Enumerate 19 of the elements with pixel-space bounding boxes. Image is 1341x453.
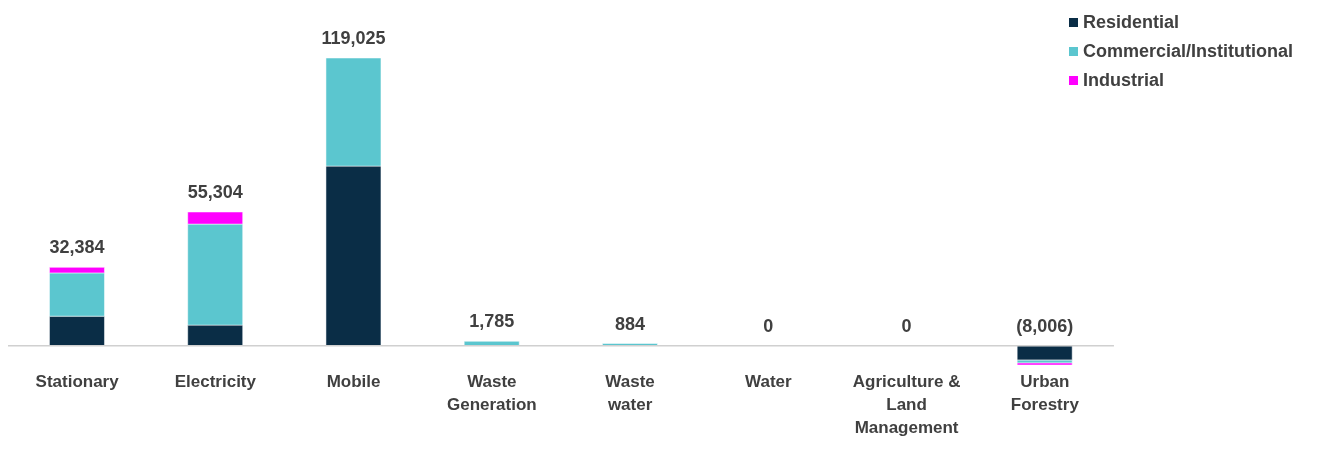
legend-label: Residential	[1082, 11, 1179, 34]
x-tick-label: Urban Forestry	[1010, 372, 1080, 414]
annotation: 32,384	[49, 237, 105, 258]
annotation: 119,025	[321, 28, 386, 48]
x-tick-label: Electricity	[174, 372, 257, 391]
annotation: 1,785	[469, 311, 515, 332]
annotation: (8,006)	[1016, 315, 1074, 336]
annotation: 0	[763, 315, 774, 336]
x-tick-label: Stationary	[35, 372, 120, 391]
x-tick-label: Agriculture & Land Management	[852, 372, 961, 437]
legend-label: Commercial/Institutional	[1082, 40, 1293, 63]
annotation: 55,304	[187, 182, 243, 202]
annotation: 0	[901, 315, 912, 336]
annotation: 884	[615, 313, 646, 334]
x-tick-label: Waste Generation	[446, 372, 537, 414]
x-tick-label: Mobile	[326, 372, 381, 391]
x-tick-label: Waste water	[605, 372, 655, 414]
legend-label: Industrial	[1082, 69, 1164, 92]
x-tick-label: Water	[745, 372, 793, 391]
